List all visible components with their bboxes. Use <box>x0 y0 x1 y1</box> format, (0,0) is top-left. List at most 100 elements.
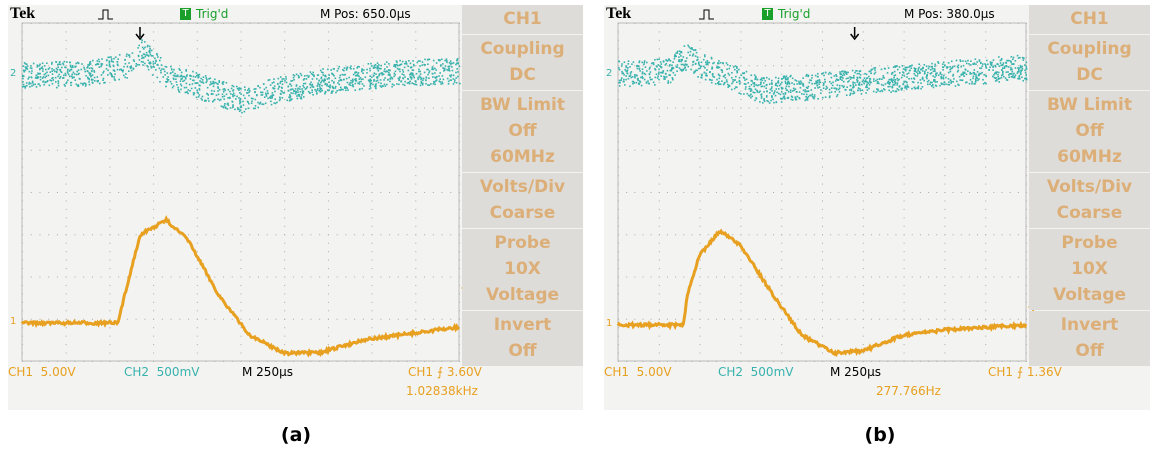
grid-dot <box>781 65 782 66</box>
grid-dot <box>363 192 364 193</box>
grid-dot <box>345 108 346 109</box>
ch2-trace-dot <box>683 56 685 58</box>
ch2-trace-dot <box>424 72 426 74</box>
grid-dot <box>659 268 660 269</box>
ch2-trace-dot <box>1001 69 1003 71</box>
grid-dot <box>904 277 905 278</box>
grid-dot <box>92 319 93 320</box>
grid-dot <box>936 277 937 278</box>
grid-dot <box>197 268 198 269</box>
ch2-trace-dot <box>431 69 433 71</box>
grid-dot <box>424 150 425 151</box>
ch2-trace-dot <box>99 83 101 85</box>
ch2-trace-dot <box>111 76 113 78</box>
grid-dot <box>372 192 373 193</box>
ch2-trace-dot <box>427 74 429 76</box>
ch2-trace-dot <box>199 88 201 90</box>
ch2-trace-dot <box>247 101 249 103</box>
ch2-trace-dot <box>887 86 889 88</box>
ch2-trace-dot <box>117 58 119 60</box>
grid-dot <box>879 277 880 278</box>
grid-dot <box>634 277 635 278</box>
ch2-trace-dot <box>778 80 780 82</box>
ch2-trace-dot <box>273 78 275 80</box>
grid-dot <box>415 31 416 32</box>
ch2-trace-dot <box>39 73 41 75</box>
ch2-trace-dot <box>390 76 392 78</box>
ch2-trace-dot <box>255 105 257 107</box>
grid-dot <box>92 150 93 151</box>
grid-dot <box>740 260 741 261</box>
ch2-trace-dot <box>631 63 633 65</box>
ch2-trace-dot <box>33 63 35 65</box>
ch2-trace-dot <box>78 85 80 87</box>
ch2-trace-dot <box>943 78 945 80</box>
grid-dot <box>944 31 945 32</box>
ch2-trace-dot <box>123 75 125 77</box>
grid-dot <box>822 302 823 303</box>
ch2-trace-dot <box>312 86 314 88</box>
grid-dot <box>39 192 40 193</box>
ch2-trace-dot <box>386 84 388 86</box>
ch2-trace-dot <box>328 78 330 80</box>
grid-dot <box>241 74 242 75</box>
ch2-trace-dot <box>422 79 424 81</box>
grid-dot <box>928 108 929 109</box>
ch2-trace-dot <box>37 73 39 75</box>
ch2-trace-dot <box>694 71 696 73</box>
ch2-trace-dot <box>1015 67 1017 69</box>
grid-dot <box>740 319 741 320</box>
ch2-trace-dot <box>30 76 32 78</box>
ch2-trace-dot <box>841 85 843 87</box>
ch2-trace-dot <box>434 68 436 70</box>
grid-dot <box>757 108 758 109</box>
ch2-trace-dot <box>103 82 105 84</box>
grid-dot <box>284 74 285 75</box>
ch2-trace-dot <box>449 70 451 72</box>
grid-dot <box>328 285 329 286</box>
grid-dot <box>415 133 416 134</box>
grid-dot <box>101 150 102 151</box>
ch2-trace-dot <box>888 67 890 69</box>
brand: Tek <box>606 7 631 21</box>
grid-dot <box>757 234 758 235</box>
ch2-trace-dot <box>1017 72 1019 74</box>
ch2-trace-dot <box>240 88 242 90</box>
ch2-trace-dot <box>49 79 51 81</box>
grid-dot <box>863 141 864 142</box>
ch2-trace-dot <box>962 60 964 62</box>
grid-dot <box>206 65 207 66</box>
ch2-trace-dot <box>892 82 894 84</box>
grid-dot <box>830 319 831 320</box>
menu-text: Voltage <box>1029 282 1150 308</box>
grid-dot <box>153 150 154 151</box>
grid-dot <box>920 108 921 109</box>
ch2-trace-dot <box>106 64 108 66</box>
grid-dot <box>700 293 701 294</box>
ch2-trace-dot <box>983 74 985 76</box>
ch2-trace-dot <box>339 77 341 79</box>
grid-dot <box>153 344 154 345</box>
grid-dot <box>814 65 815 66</box>
grid-dot <box>206 277 207 278</box>
grid-dot <box>433 277 434 278</box>
ch2-trace-dot <box>86 67 88 69</box>
ch2-trace-dot <box>31 70 33 72</box>
ch2-trace-dot <box>70 66 72 68</box>
grid-dot <box>372 167 373 168</box>
ch2-trace-dot <box>834 75 836 77</box>
grid-dot <box>667 277 668 278</box>
ch2-trace-dot <box>861 93 863 95</box>
grid-dot <box>284 344 285 345</box>
ch2-trace-dot <box>980 62 982 64</box>
ch2-trace-dot <box>790 89 792 91</box>
grid-dot <box>415 234 416 235</box>
ch2-trace-dot <box>363 85 365 87</box>
ch2-trace-dot <box>795 88 797 90</box>
grid-dot <box>846 65 847 66</box>
grid-dot <box>985 226 986 227</box>
ch2-trace-dot <box>232 90 234 92</box>
scope-screen: TekTTrig'dM Pos: 380.0µs21CH1CouplingDCB… <box>604 5 1150 410</box>
ch2-trace-dot <box>1005 77 1007 79</box>
ch2-trace-dot <box>993 59 995 61</box>
